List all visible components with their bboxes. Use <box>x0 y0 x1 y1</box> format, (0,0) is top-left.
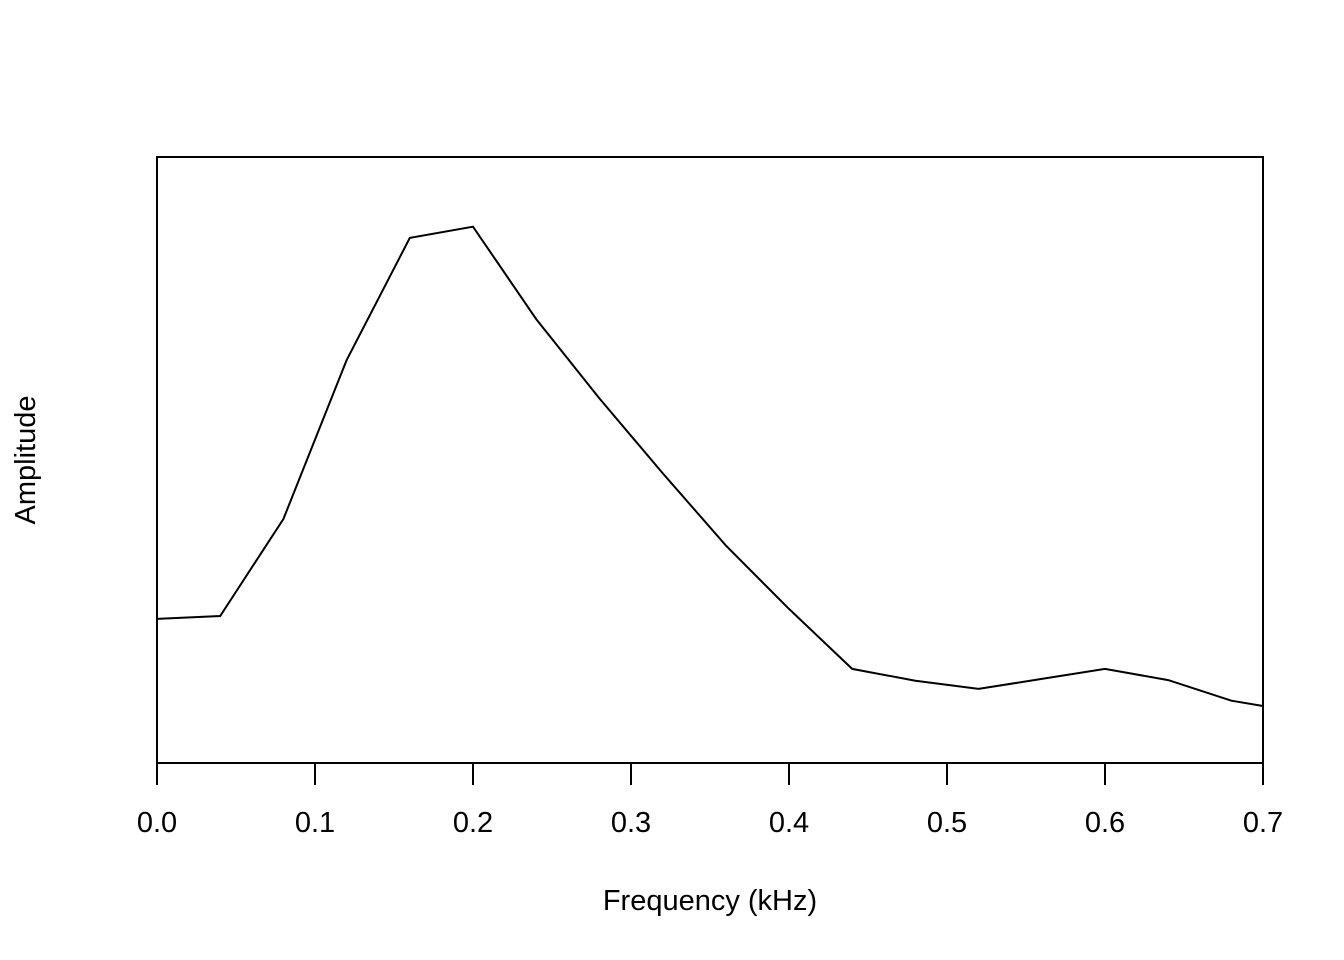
series-layer <box>156 225 1264 707</box>
x-tick-label: 0.7 <box>1243 807 1283 839</box>
plot-frame <box>156 156 1264 764</box>
x-tick-label: 0.6 <box>1085 807 1125 839</box>
x-tick-label: 0.2 <box>453 807 493 839</box>
x-tick-label: 0.3 <box>611 807 651 839</box>
amplitude-line <box>156 225 1264 707</box>
x-axis-title: Frequency (kHz) <box>603 885 817 917</box>
x-tick-label: 0.4 <box>769 807 809 839</box>
x-tick-label: 0.5 <box>927 807 967 839</box>
x-tick-label: 0.0 <box>137 807 177 839</box>
y-axis-title: Amplitude <box>10 396 42 525</box>
x-axis: 0.0 0.1 0.2 0.3 0.4 0.5 0.6 0.7 <box>137 762 1283 839</box>
x-tick-label: 0.1 <box>295 807 335 839</box>
